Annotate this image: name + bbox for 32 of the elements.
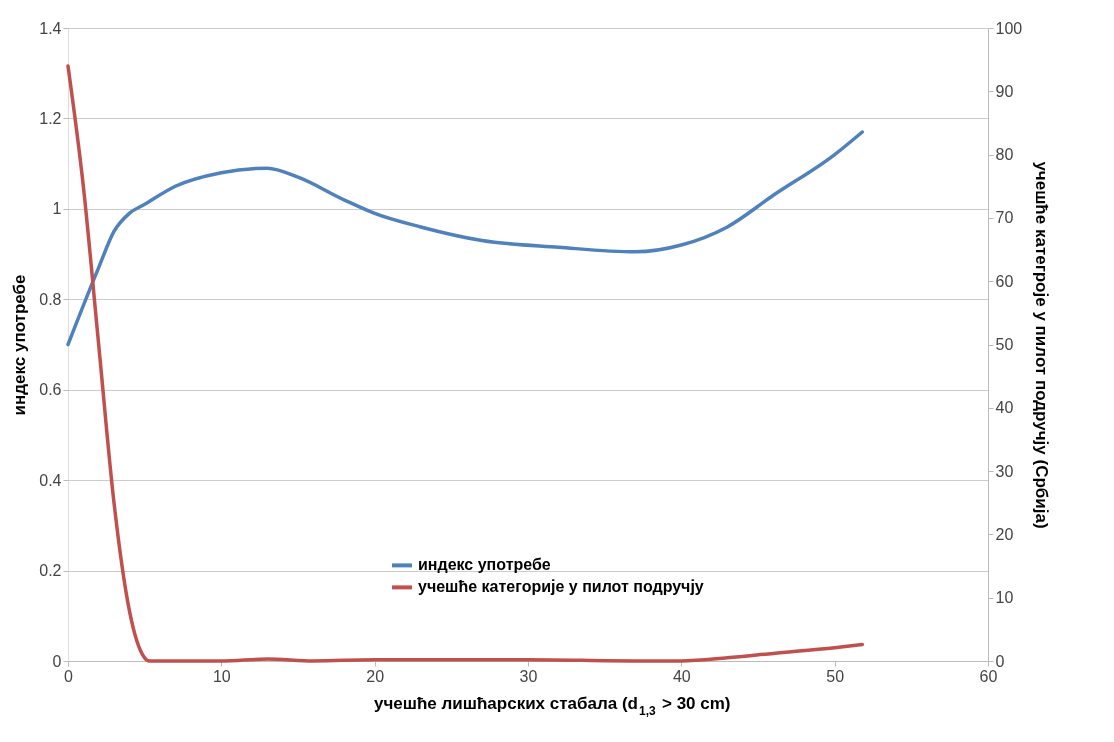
y-tick-label: 0.4 <box>39 471 62 489</box>
y-tick-label: 0.6 <box>39 381 62 399</box>
x-tick-label: 50 <box>826 667 845 685</box>
y-tick-label: 0.8 <box>39 290 62 308</box>
y2-tick-label: 70 <box>995 209 1014 227</box>
x-tick-label: 60 <box>979 667 998 685</box>
legend-label: индекс употребе <box>418 556 551 574</box>
x-tick-label: 0 <box>64 667 74 685</box>
x-tick-label: 40 <box>672 667 691 685</box>
y2-tick-label: 60 <box>995 272 1014 290</box>
y-tick-label: 0 <box>52 652 62 670</box>
x-tick-label: 30 <box>519 667 538 685</box>
y2-tick-label: 50 <box>995 336 1014 353</box>
y2-axis-title: учешће категроје у пилот подручју (Србија) <box>1032 161 1052 529</box>
y2-tick-label: 100 <box>995 19 1023 37</box>
line-series <box>66 64 865 663</box>
y-tick-label: 0.2 <box>39 562 62 580</box>
y2-tick-label: 20 <box>995 525 1014 543</box>
y-tick-label: 1.2 <box>39 109 62 127</box>
y2-tick-label: 40 <box>995 399 1014 417</box>
y-tick-label: 1.4 <box>39 19 62 37</box>
y-axis-title: индекс употребе <box>10 274 30 416</box>
x-tick-label: 10 <box>212 667 231 685</box>
y2-tick-label: 0 <box>995 652 1005 670</box>
line-series <box>66 130 865 347</box>
y2-tick-label: 90 <box>995 82 1014 100</box>
legend-label: учешће категорије у пилот подручју <box>418 578 704 596</box>
y-tick-label: 1 <box>52 200 62 218</box>
y2-tick-label: 80 <box>995 146 1014 164</box>
y2-tick-label: 30 <box>995 462 1014 480</box>
x-tick-label: 20 <box>366 667 385 685</box>
y2-tick-label: 10 <box>995 589 1014 607</box>
